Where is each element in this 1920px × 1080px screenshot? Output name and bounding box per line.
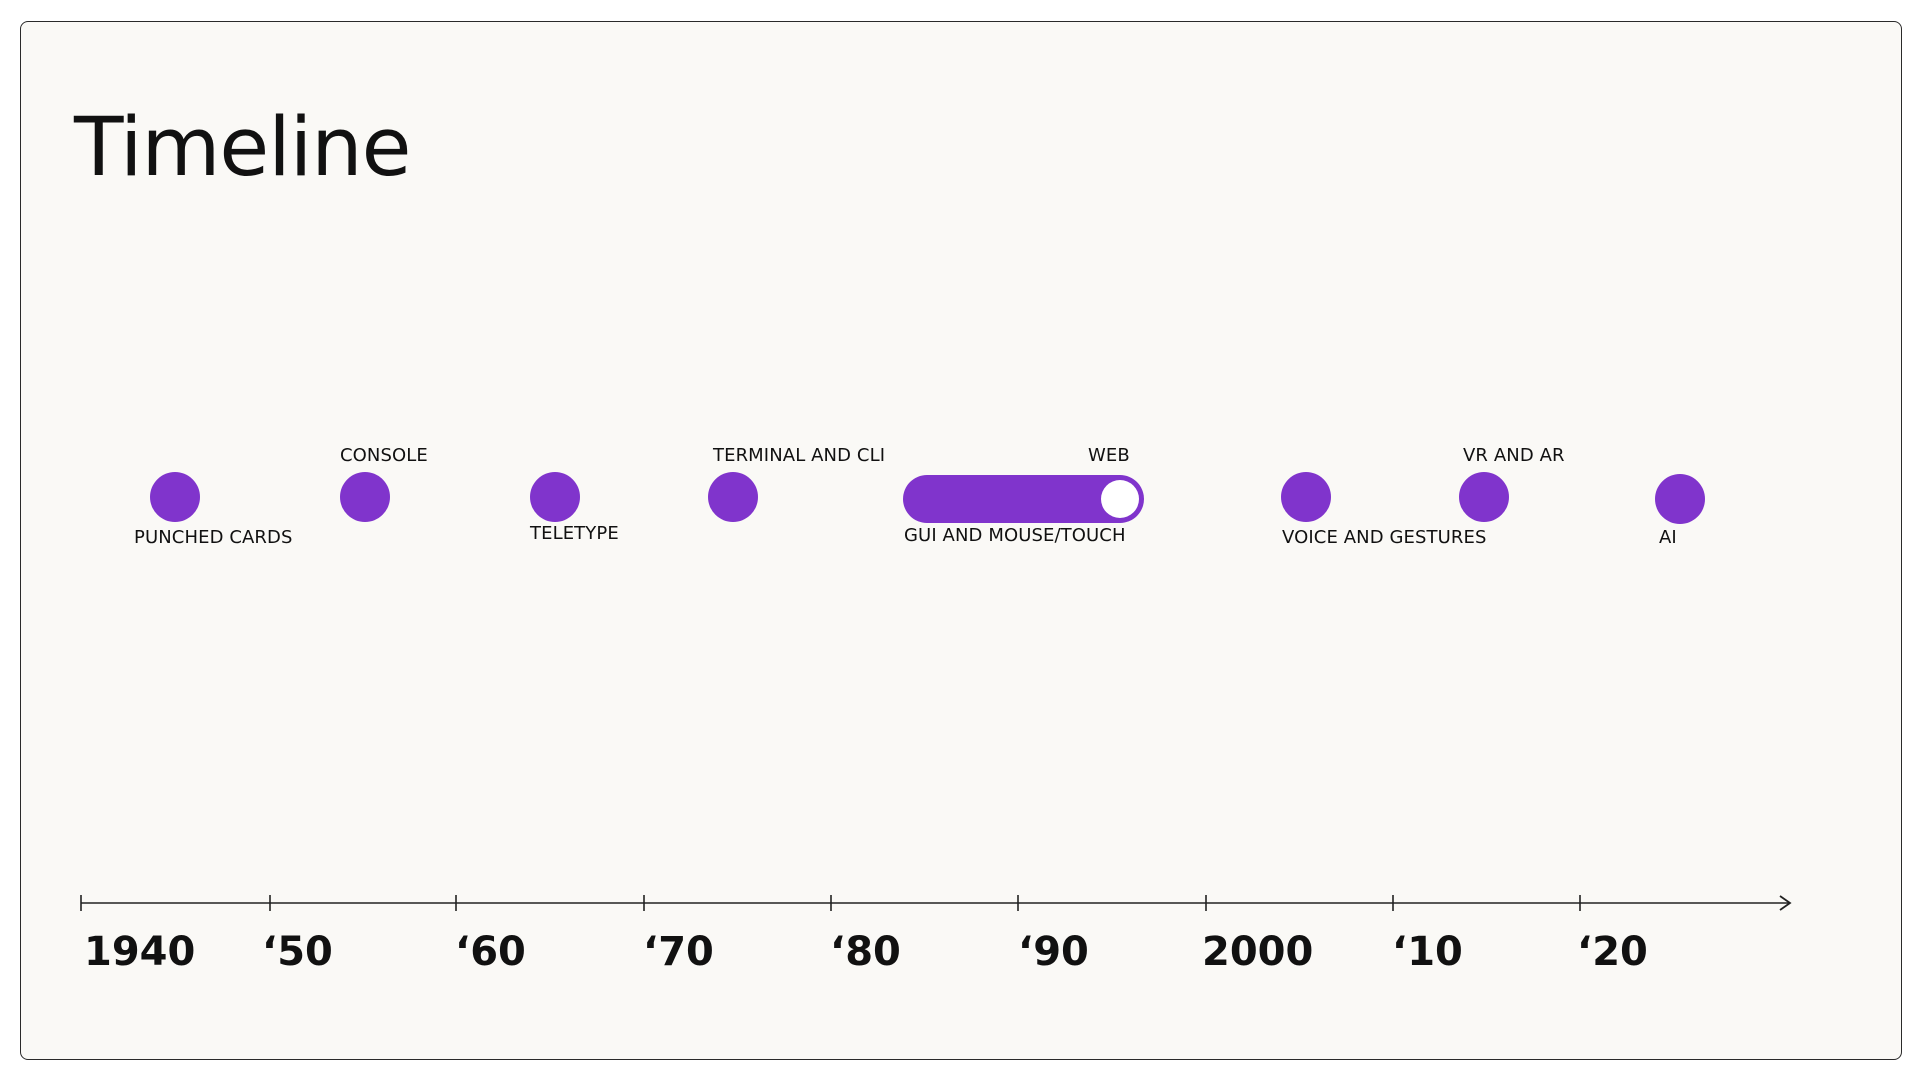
voice-and-gestures-label: VOICE AND GESTURES: [1282, 527, 1487, 548]
ai-marker: [1655, 474, 1705, 524]
ai-label: AI: [1659, 527, 1677, 548]
vr-and-ar-marker: [1459, 472, 1509, 522]
toggle-knob: [1101, 480, 1139, 518]
timeline-card: [20, 21, 1902, 1060]
tick-label-90: ‘90: [1018, 929, 1089, 975]
teletype-marker: [530, 472, 580, 522]
tick-label-50: ‘50: [262, 929, 333, 975]
tick-label-60: ‘60: [455, 929, 526, 975]
tick-label-1940: 1940: [84, 929, 196, 975]
tick-label-2000: 2000: [1202, 929, 1314, 975]
console-label: CONSOLE: [340, 445, 428, 466]
console-marker: [340, 472, 390, 522]
axis-arrowhead: [1779, 895, 1792, 911]
teletype-label: TELETYPE: [530, 523, 619, 544]
punched-cards-label: PUNCHED CARDS: [134, 527, 293, 548]
web-label: WEB: [1088, 445, 1130, 466]
tick-label-20: ‘20: [1577, 929, 1648, 975]
punched-cards-marker: [150, 472, 200, 522]
terminal-and-cli-label: TERMINAL AND CLI: [713, 445, 886, 466]
terminal-and-cli-marker: [708, 472, 758, 522]
tick-label-10: ‘10: [1392, 929, 1463, 975]
gui-and-mouse-touch-label: GUI AND MOUSE/TOUCH: [904, 525, 1126, 546]
tick-label-70: ‘70: [643, 929, 714, 975]
vr-and-ar-label: VR AND AR: [1463, 445, 1565, 466]
gui-web-range-toggle: [903, 475, 1144, 523]
page-title: Timeline: [74, 101, 411, 195]
voice-and-gestures-marker: [1281, 472, 1331, 522]
tick-label-80: ‘80: [830, 929, 901, 975]
